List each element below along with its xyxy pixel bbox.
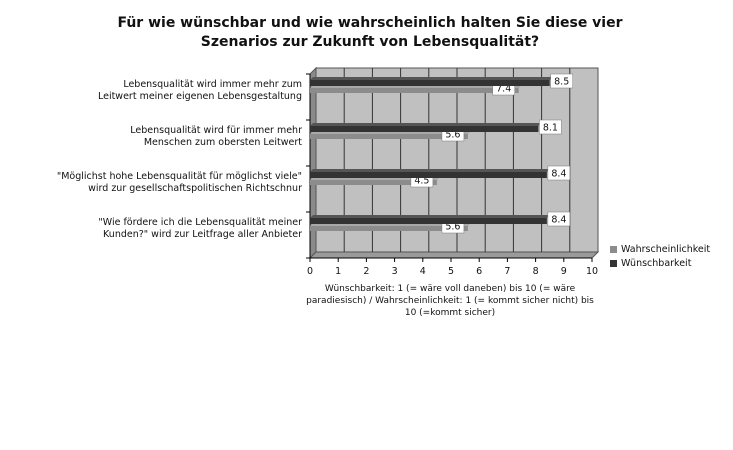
value-label-box	[547, 165, 571, 181]
x-axis-label: Wünschbarkeit: 1 (= wäre voll daneben) b…	[306, 284, 594, 318]
legend-label-wuenschbarkeit: Wünschbarkeit	[621, 257, 692, 269]
x-tick-label: 8	[533, 266, 539, 277]
x-tick-label: 5	[448, 266, 454, 277]
value-label-box	[539, 119, 562, 135]
plot-area: 0 1 2 3 4 5 6 7 8 9 10 Lebensqualität wird immer me…	[57, 66, 600, 277]
legend-swatch-wahrscheinlichkeit	[610, 245, 617, 253]
value-label-wuenschbarkeit: 8.4	[551, 215, 566, 226]
value-label-box	[547, 211, 571, 227]
bar-top-wuenschbarkeit	[310, 123, 542, 126]
value-label-wuenschbarkeit: 8.4	[551, 169, 566, 180]
legend-label-wahrscheinlichkeit: Wahrscheinlichkeit	[621, 243, 711, 255]
bar-wahrscheinlichkeit	[310, 88, 519, 93]
value-label-box	[550, 73, 573, 89]
legend-item-wahrscheinlichkeit: Wahrscheinlichkeit	[610, 242, 710, 256]
x-tick-label: 9	[561, 266, 567, 277]
bar-wahrscheinlichkeit	[310, 226, 468, 231]
bar-top-wuenschbarkeit	[310, 169, 550, 172]
value-label-wahrscheinlichkeit: 4.5	[414, 176, 429, 187]
x-tick-label: 10	[586, 266, 598, 277]
x-tick-label: 4	[420, 266, 426, 277]
category-label: Lebensqualität wird für immer mehr Mensch…	[130, 125, 302, 148]
x-tick-label: 6	[476, 266, 482, 277]
x-tick-label: 7	[504, 266, 510, 277]
value-label-wahrscheinlichkeit: 7.4	[496, 84, 511, 95]
chart-title: Für wie wünschbar und wie wahrscheinlich…	[117, 15, 623, 50]
legend-swatch-wuenschbarkeit	[610, 259, 617, 267]
x-tick-label: 0	[307, 266, 313, 277]
bar-top-wuenschbarkeit	[310, 215, 550, 218]
value-label-wuenschbarkeit: 8.5	[554, 77, 569, 88]
bar-wahrscheinlichkeit	[310, 134, 468, 139]
x-tick-label: 2	[363, 266, 369, 277]
x-tick-label: 3	[392, 266, 398, 277]
value-label-wuenschbarkeit: 8.1	[543, 123, 558, 134]
category-label: Lebensqualität wird immer mehr zum Leitwe…	[98, 79, 302, 102]
value-label-wahrscheinlichkeit: 5.6	[445, 222, 460, 233]
bar-wahrscheinlichkeit	[310, 180, 437, 185]
bar-wuenschbarkeit	[310, 218, 547, 224]
value-label-wahrscheinlichkeit: 5.6	[445, 130, 460, 141]
bar-top-wuenschbarkeit	[310, 77, 553, 80]
legend-item-wuenschbarkeit: Wünschbarkeit	[610, 256, 710, 270]
bar-wuenschbarkeit	[310, 172, 547, 178]
bar-wuenschbarkeit	[310, 126, 539, 132]
x-tick-label: 1	[335, 266, 341, 277]
bar-wuenschbarkeit	[310, 80, 550, 86]
legend: Wahrscheinlichkeit Wünschbarkeit	[610, 242, 710, 270]
category-label: "Wie fördere ich die Lebensqualität mein…	[98, 217, 302, 240]
category-label: "Möglichst hohe Lebensqualität für mögli…	[57, 171, 302, 194]
plot-floor	[308, 251, 600, 259]
